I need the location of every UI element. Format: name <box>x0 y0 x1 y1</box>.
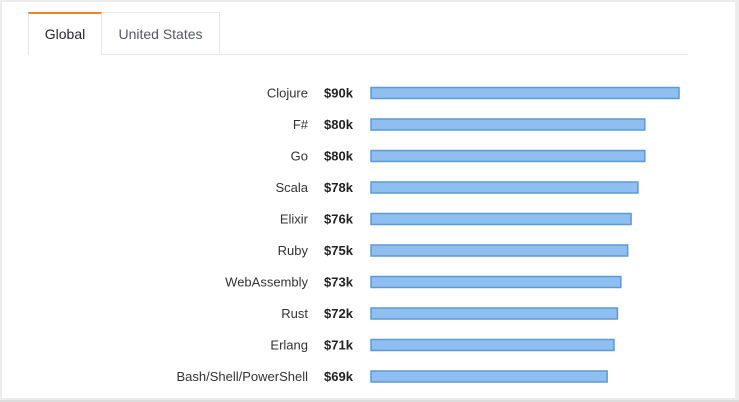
value-label: $76k <box>324 212 354 227</box>
salary-bar <box>370 118 646 131</box>
category-label: Clojure <box>267 86 308 101</box>
category-label: Ruby <box>278 243 309 258</box>
tab-global[interactable]: Global <box>28 12 102 55</box>
salary-bar <box>370 181 639 194</box>
value-label: $71k <box>324 338 354 353</box>
salary-card: Global United States Clojure $90k F# $80k Go… <box>2 2 735 398</box>
category-label: Bash/Shell/PowerShell <box>176 369 308 384</box>
value-label: $78k <box>324 180 354 195</box>
salary-bar <box>370 244 629 257</box>
category-label: Elixir <box>280 212 309 227</box>
value-label: $80k <box>324 149 354 164</box>
salary-bar <box>370 212 632 226</box>
category-label: Rust <box>281 306 308 321</box>
value-label: $69k <box>324 369 354 384</box>
salary-bar <box>370 307 619 320</box>
salary-bar <box>370 338 615 352</box>
value-label: $80k <box>324 117 354 132</box>
value-label: $90k <box>324 86 354 101</box>
tab-bar: Global United States <box>28 12 688 55</box>
salary-bar <box>370 275 622 289</box>
category-label: Scala <box>275 180 308 195</box>
tab-united-states[interactable]: United States <box>102 12 220 54</box>
salary-bar-chart: Clojure $90k F# $80k Go $80k Scala $78k Elixir $7… <box>176 86 680 384</box>
bottom-divider <box>0 400 739 402</box>
category-label: Go <box>291 149 308 164</box>
value-label: $73k <box>324 275 354 290</box>
value-label: $75k <box>324 243 354 258</box>
category-label: F# <box>293 117 309 132</box>
value-label: $72k <box>324 306 354 321</box>
category-label: Erlang <box>270 338 308 353</box>
salary-bar <box>370 149 646 163</box>
salary-bar <box>370 370 608 383</box>
salary-bar <box>370 86 680 100</box>
category-label: WebAssembly <box>225 275 308 290</box>
